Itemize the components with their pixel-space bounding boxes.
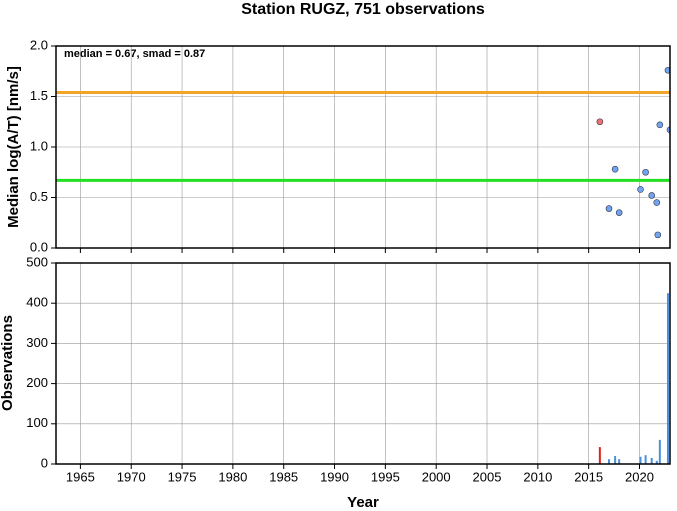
point — [596, 118, 604, 126]
point — [654, 231, 662, 239]
bar — [658, 439, 661, 464]
point — [611, 165, 619, 173]
y-tick-label: 1.0 — [30, 138, 48, 153]
y-tick-label: 200 — [26, 375, 48, 390]
x-tick-label: 1985 — [269, 469, 298, 484]
plot-frame — [55, 45, 671, 249]
point — [637, 186, 644, 193]
y-tick-label: 0 — [41, 455, 48, 470]
point — [642, 168, 649, 176]
bar — [650, 457, 653, 464]
bar — [644, 455, 647, 464]
y-tick-label: 100 — [26, 415, 48, 430]
point — [648, 192, 656, 199]
y-tick-label: 300 — [26, 335, 48, 350]
plot-frame — [55, 262, 671, 465]
x-tick-label: 2005 — [473, 469, 502, 484]
point — [653, 199, 661, 206]
bar — [618, 459, 621, 464]
x-tick-label: 1975 — [168, 469, 197, 484]
y-tick-label: 0.5 — [30, 189, 48, 204]
point — [615, 209, 623, 216]
bar — [614, 455, 617, 464]
y-tick-label: 0.0 — [30, 239, 48, 254]
chart-title: Station RUGZ, 751 observations — [241, 1, 485, 18]
y-tick-label: 400 — [26, 295, 48, 310]
point — [605, 205, 613, 212]
bar — [608, 459, 611, 464]
y-axis-label: Observations — [0, 315, 16, 411]
y-tick-label: 500 — [26, 254, 48, 269]
y-tick-label: 2.0 — [30, 37, 48, 52]
x-tick-label: 1995 — [371, 469, 400, 484]
bar — [666, 293, 669, 464]
x-tick-label: 1990 — [320, 469, 349, 484]
bar — [598, 447, 601, 464]
bar — [639, 456, 642, 464]
y-axis-label: Median log(A/T) [nm/s] — [5, 66, 22, 228]
x-axis-label: Year — [347, 494, 379, 511]
x-tick-label: 1970 — [117, 469, 146, 484]
point — [656, 121, 664, 129]
bar — [655, 460, 658, 464]
x-tick-label: 2015 — [574, 469, 603, 484]
point — [664, 66, 670, 74]
x-tick-label: 2020 — [625, 469, 654, 484]
x-tick-label: 2000 — [422, 469, 451, 484]
y-tick-label: 1.5 — [30, 88, 48, 103]
x-tick-label: 1965 — [66, 469, 95, 484]
x-tick-label: 2010 — [523, 469, 552, 484]
x-tick-label: 1980 — [218, 469, 247, 484]
annotation: median = 0.67, smad = 0.87 — [64, 48, 205, 60]
